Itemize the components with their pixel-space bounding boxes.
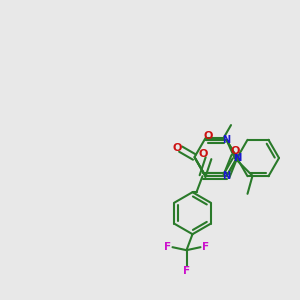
Text: N: N bbox=[222, 171, 231, 181]
Text: O: O bbox=[199, 149, 208, 159]
Text: N: N bbox=[233, 153, 241, 163]
Text: O: O bbox=[231, 146, 240, 156]
Text: N: N bbox=[233, 153, 241, 163]
Text: N: N bbox=[222, 135, 231, 145]
Text: F: F bbox=[202, 242, 209, 252]
Text: F: F bbox=[183, 266, 190, 276]
Text: F: F bbox=[164, 242, 171, 252]
Text: O: O bbox=[204, 131, 213, 141]
Text: O: O bbox=[173, 143, 182, 153]
